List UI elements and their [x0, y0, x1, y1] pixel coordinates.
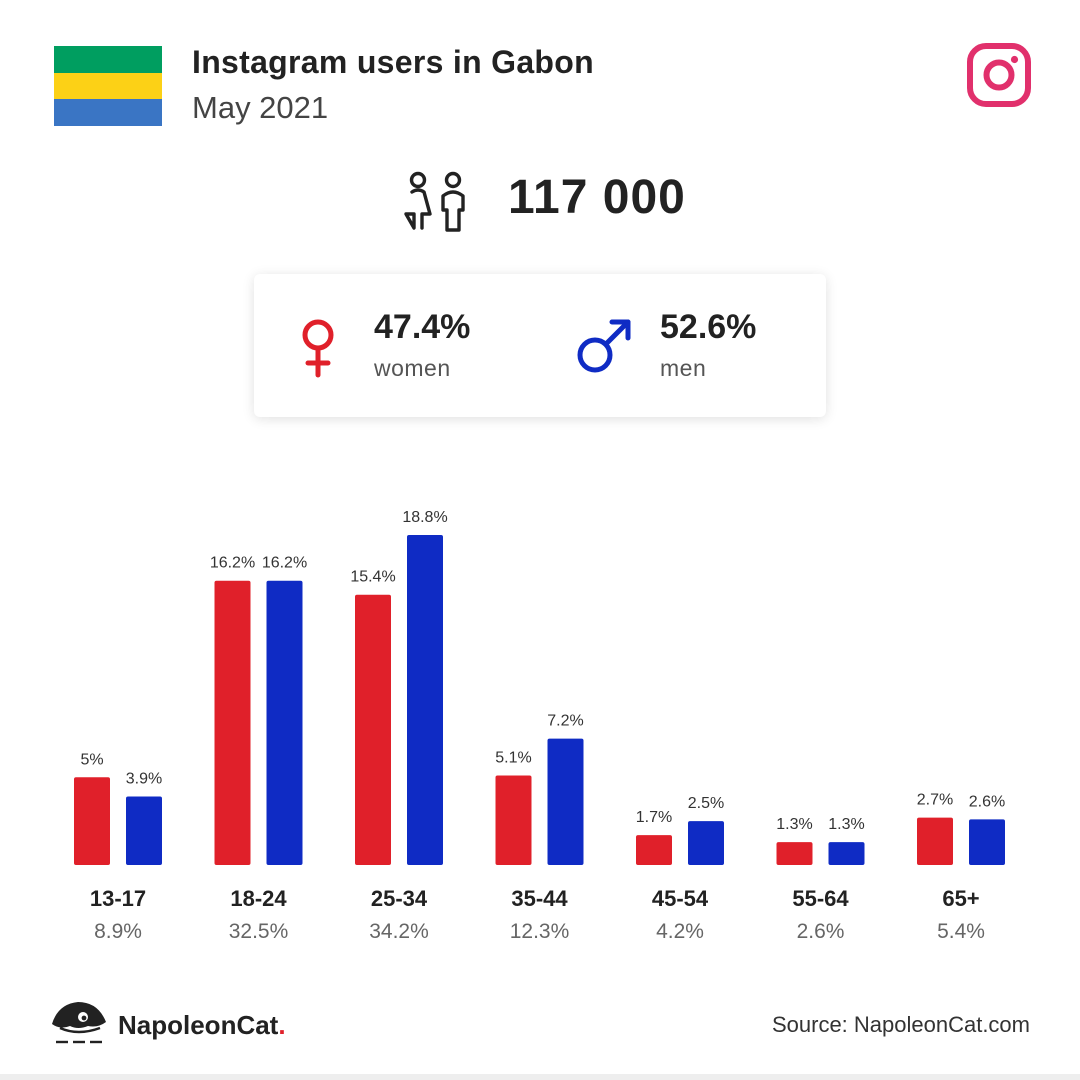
bar-18-24-men — [266, 580, 303, 865]
women-percentage: 47.4% — [374, 308, 471, 346]
brand-name: NapoleonCat. — [118, 1010, 286, 1041]
bar-value-label: 5% — [80, 751, 103, 768]
flag-stripe-blue — [54, 99, 162, 126]
gender-summary-card: 47.4% women 52.6% men — [254, 274, 826, 417]
bottom-strip — [0, 1074, 1080, 1080]
brand-dot: . — [278, 1010, 286, 1040]
bar-value-label: 2.6% — [969, 793, 1005, 810]
bar-45-54-women — [636, 835, 672, 865]
bar-value-label: 5.1% — [495, 749, 531, 766]
bar-65+-women — [917, 817, 953, 865]
age-gender-bar-chart: 5% 3.9% 13-17 8.9% 16.2% 16.2% 18-24 32.5% 15.4%… — [74, 509, 1005, 943]
bar-value-label: 3.9% — [126, 771, 162, 788]
men-label: men — [660, 355, 707, 381]
bar-55-64-women — [776, 842, 813, 865]
bar-35-44-women — [495, 775, 532, 865]
bar-value-label: 2.5% — [688, 795, 724, 812]
female-symbol-icon — [302, 319, 334, 378]
instagram-icon — [967, 43, 1031, 107]
bar-25-34-men — [407, 535, 443, 865]
group-total-label: 8.9% — [94, 920, 142, 943]
bar-value-label: 1.3% — [828, 816, 864, 833]
bar-value-label: 1.7% — [636, 809, 672, 826]
category-label: 13-17 — [90, 886, 146, 911]
bar-55-64-men — [828, 842, 865, 865]
page-title: Instagram users in Gabon — [192, 44, 594, 80]
group-total-label: 32.5% — [229, 920, 289, 943]
brand-text: NapoleonCat — [118, 1010, 279, 1040]
bar-35-44-men — [547, 738, 584, 865]
page-subtitle: May 2021 — [192, 90, 329, 125]
group-total-label: 5.4% — [937, 920, 985, 943]
group-total-label: 4.2% — [656, 920, 704, 943]
bar-18-24-women — [214, 580, 251, 865]
bar-65+-men — [969, 819, 1005, 865]
bar-value-label: 16.2% — [262, 555, 307, 572]
category-label: 65+ — [942, 886, 979, 911]
men-percentage: 52.6% — [660, 308, 757, 346]
category-label: 55-64 — [792, 886, 849, 911]
flag-stripe-green — [54, 46, 162, 73]
bar-value-label: 1.3% — [776, 816, 812, 833]
napoleoncat-logo-icon — [52, 1002, 106, 1044]
category-label: 25-34 — [371, 886, 428, 911]
bar-value-label: 2.7% — [917, 792, 953, 809]
total-users: 117 000 — [508, 171, 686, 224]
flag-stripe-yellow — [54, 72, 162, 100]
bar-13-17-men — [126, 796, 162, 865]
bar-value-label: 7.2% — [547, 713, 583, 730]
bar-13-17-women — [74, 777, 110, 865]
bar-45-54-men — [688, 821, 724, 865]
source-note: Source: NapoleonCat.com — [771, 1012, 1030, 1037]
bar-value-label: 18.8% — [402, 509, 447, 526]
gabon-flag-icon — [54, 46, 162, 126]
group-total-label: 2.6% — [797, 920, 845, 943]
bar-value-label: 15.4% — [350, 569, 395, 586]
group-total-label: 12.3% — [510, 920, 570, 943]
bar-value-label: 16.2% — [210, 555, 255, 572]
users-icon — [404, 171, 465, 232]
category-label: 45-54 — [652, 886, 709, 911]
women-label: women — [374, 355, 451, 381]
bar-25-34-women — [355, 594, 391, 865]
category-label: 35-44 — [511, 886, 568, 911]
category-label: 18-24 — [230, 886, 287, 911]
male-symbol-icon — [577, 319, 631, 373]
group-total-label: 34.2% — [369, 920, 429, 943]
